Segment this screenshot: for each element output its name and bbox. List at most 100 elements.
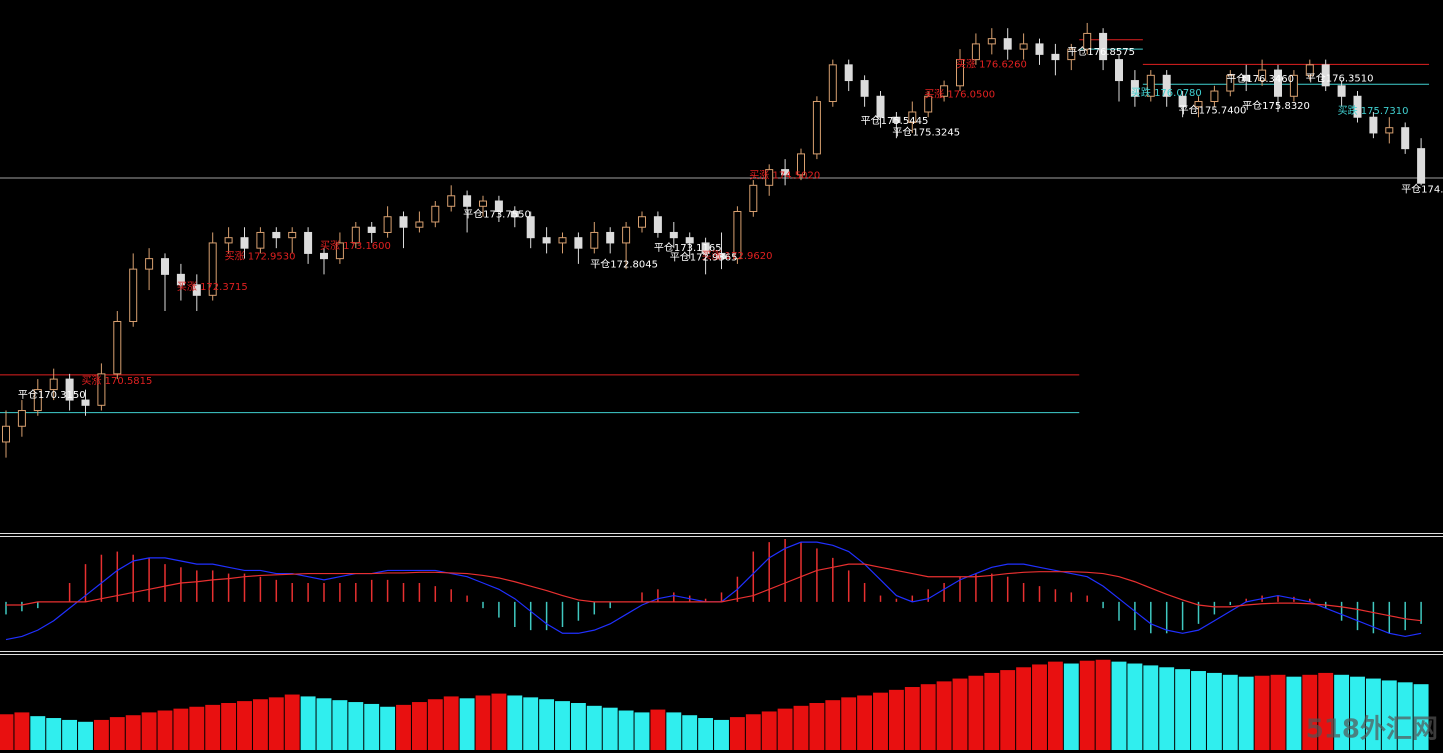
volume-bar — [1127, 663, 1143, 750]
volume-bar — [1206, 672, 1222, 750]
volume-bar — [427, 699, 443, 750]
candle-body — [415, 221, 424, 228]
volume-bar — [1111, 661, 1127, 750]
candle-body — [701, 242, 710, 254]
volume-bar — [714, 719, 729, 750]
volume-bar — [205, 704, 221, 750]
volume-bar — [14, 712, 30, 750]
volume-bar — [650, 709, 666, 750]
candle-body — [1353, 95, 1362, 118]
candle-body — [1067, 48, 1076, 61]
candle-body — [1321, 64, 1330, 87]
volume-bar — [618, 710, 634, 750]
trade-label: 平仓173.1165 — [654, 241, 722, 254]
candle-body — [526, 216, 535, 239]
watermark: 518外汇网 — [1306, 715, 1438, 745]
candle-body — [256, 231, 265, 249]
candle-body — [844, 64, 853, 82]
volume-bar — [46, 718, 62, 750]
volume-bar — [1032, 664, 1047, 750]
trade-label: 买跌 176.0780 — [1131, 86, 1202, 99]
volume-bar — [268, 697, 284, 750]
candle-body — [765, 169, 774, 186]
candle-body — [383, 216, 392, 233]
candle-body — [431, 205, 440, 223]
volume-bar — [968, 675, 984, 750]
candle-body — [797, 153, 805, 176]
candle-body — [908, 111, 917, 123]
candle-body — [304, 231, 313, 254]
volume-bar — [332, 700, 348, 750]
candle-body — [1162, 74, 1171, 97]
volume-bar — [173, 708, 189, 750]
candle-body — [669, 231, 678, 239]
candle-body — [97, 373, 106, 406]
volume-bar — [1159, 667, 1175, 750]
candle-body — [956, 59, 964, 87]
volume-bar — [1175, 669, 1191, 750]
candle-body — [479, 200, 487, 207]
volume-bar — [1047, 661, 1063, 750]
volume-bar — [300, 696, 316, 750]
volume-bar — [284, 694, 300, 750]
candle-body — [1019, 43, 1028, 50]
volume-bar — [1063, 663, 1079, 750]
volume-bar — [1191, 671, 1206, 750]
trade-label: 平仓176.3510 — [1306, 72, 1374, 85]
volume-bar — [1095, 659, 1111, 750]
volume-bar — [507, 695, 523, 750]
candle-body — [399, 216, 408, 228]
candle-body — [606, 231, 615, 244]
candle-body — [161, 258, 169, 275]
volume-bar — [364, 703, 380, 750]
volume-bar — [841, 697, 857, 750]
candle-body — [1417, 148, 1426, 184]
trade-label: 平仓170.3150 — [18, 388, 86, 401]
volume-bar — [1079, 660, 1095, 750]
volume-bar — [30, 716, 46, 750]
candle-body — [192, 284, 201, 296]
volume-bar — [666, 712, 682, 750]
trade-label: 平仓176.8575 — [1067, 45, 1135, 58]
trade-label: 平仓175.5445 — [861, 114, 929, 127]
candle-body — [1385, 127, 1394, 134]
candle-body — [272, 231, 281, 239]
volume-bar — [1381, 680, 1397, 750]
candle-body — [65, 378, 74, 401]
trade-label: 买涨 170.5815 — [82, 375, 153, 387]
trade-label: 买涨 174.5020 — [749, 169, 820, 181]
volume-bar — [952, 678, 968, 750]
volume-bar — [380, 706, 396, 750]
volume-bar — [93, 719, 109, 750]
volume-bar — [1302, 674, 1318, 750]
volume-bar — [1413, 684, 1429, 750]
volume-bar — [682, 715, 698, 750]
volume-bar — [793, 705, 809, 750]
volume-bar — [125, 715, 141, 750]
candle-body — [924, 95, 933, 113]
volume-bar — [920, 684, 936, 750]
trade-label: 平仓176.3460 — [1226, 72, 1294, 85]
volume-bar — [539, 699, 555, 750]
trade-label: 买跌 175.7310 — [1338, 104, 1409, 117]
candle-body — [49, 378, 58, 391]
trade-label: 买涨 172.3715 — [177, 281, 248, 293]
volume-bar — [475, 695, 491, 750]
candle-body — [447, 195, 456, 207]
trade-label: 平仓175.3245 — [892, 125, 960, 138]
candle-body — [987, 38, 996, 45]
volume-bar — [857, 695, 873, 750]
candle-body — [1258, 69, 1267, 82]
trade-label: 平仓172.9365 — [670, 250, 738, 263]
candle-body — [1051, 53, 1060, 61]
candle-body — [1337, 85, 1346, 97]
candle-body — [1146, 74, 1155, 97]
candle-body — [1289, 74, 1298, 97]
candle-body — [749, 184, 758, 213]
trade-label: 买涨 172.9620 — [702, 250, 773, 262]
candle-body — [208, 242, 217, 296]
trade-label: 平仓173.7550 — [463, 208, 531, 221]
candle-body — [1099, 32, 1108, 61]
volume-bar — [729, 717, 745, 750]
